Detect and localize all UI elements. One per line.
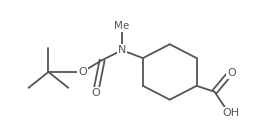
Text: OH: OH [222, 108, 239, 118]
Text: Me: Me [114, 21, 130, 31]
Text: O: O [227, 68, 236, 78]
Text: O: O [78, 67, 87, 77]
Text: O: O [92, 88, 100, 98]
Text: N: N [118, 45, 126, 55]
